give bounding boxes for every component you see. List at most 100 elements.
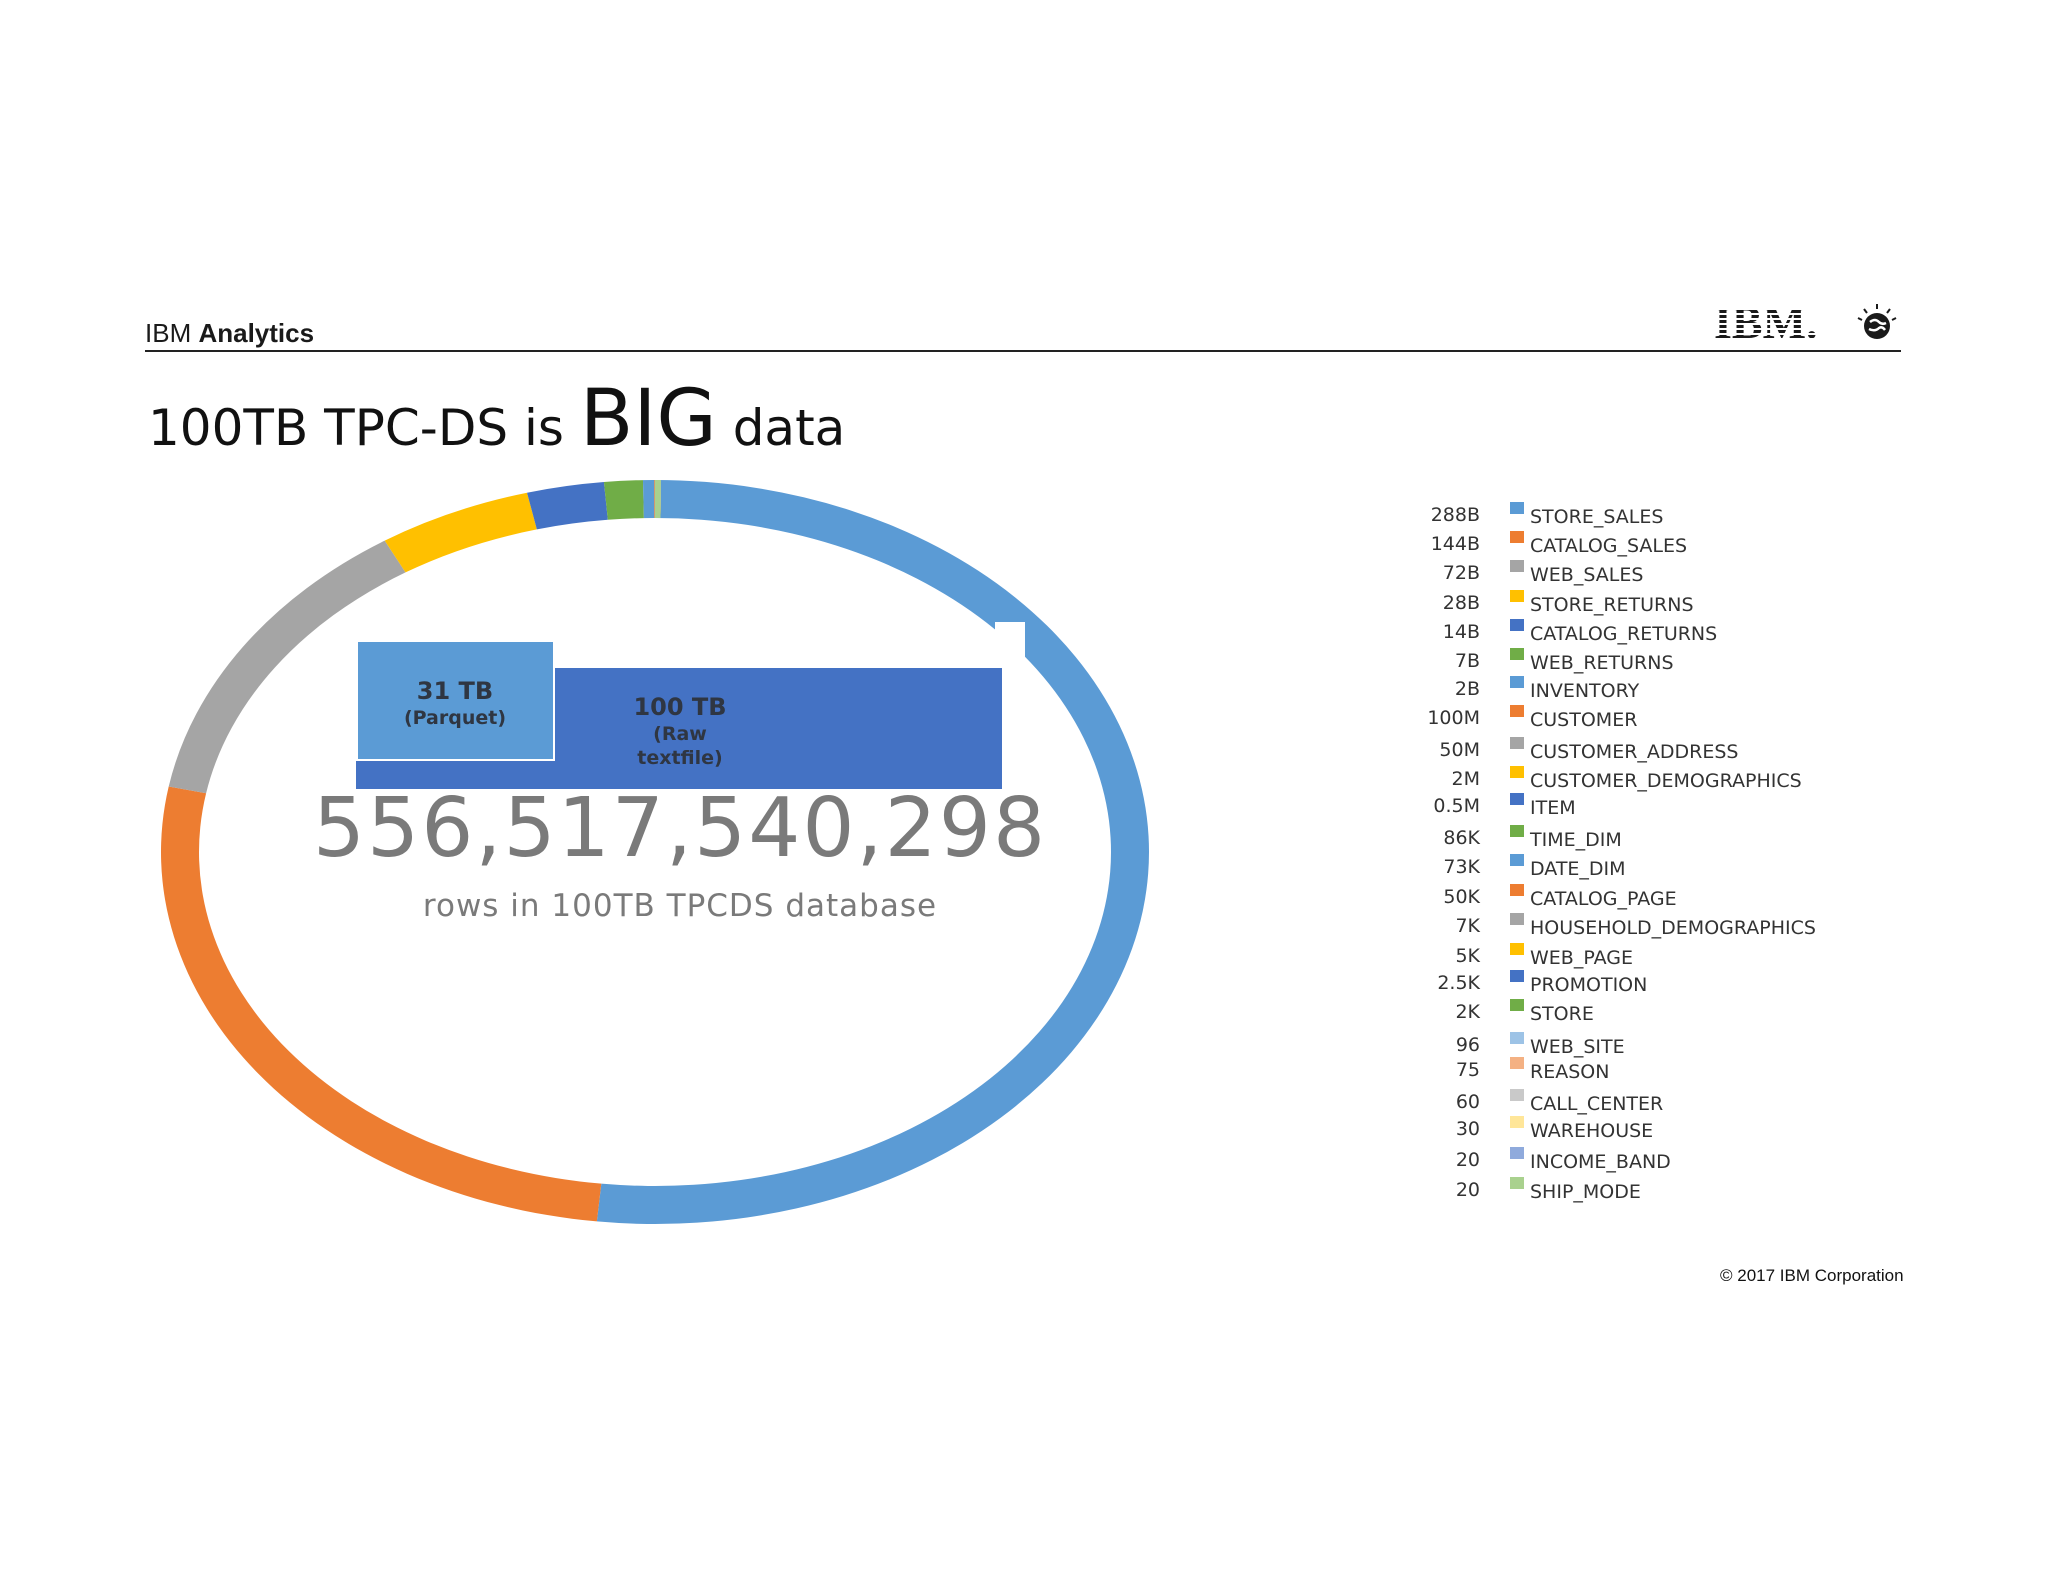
legend-table-name: REASON: [1530, 1061, 1610, 1083]
legend-table-name: WEB_PAGE: [1530, 947, 1633, 969]
legend-row-count: 73K: [1443, 856, 1480, 878]
row-count: 556,517,540,298: [312, 781, 1048, 876]
legend-item: 2K STORE: [1400, 997, 1920, 1025]
header-divider: [145, 350, 1901, 352]
legend-table-name: WAREHOUSE: [1530, 1120, 1654, 1142]
legend-row-count: 100M: [1427, 707, 1480, 729]
legend-row-count: 2M: [1451, 768, 1480, 790]
legend-table-name: WEB_SALES: [1530, 564, 1644, 586]
box-notch: [995, 622, 1025, 668]
legend-item: 60 CALL_CENTER: [1400, 1087, 1920, 1115]
legend-table-name: CUSTOMER_DEMOGRAPHICS: [1530, 770, 1802, 792]
header-brand: IBM Analytics: [145, 318, 314, 349]
legend-table-name: TIME_DIM: [1530, 829, 1622, 851]
legend-row-count: 96: [1455, 1034, 1480, 1056]
legend-item: 7K HOUSEHOLD_DEMOGRAPHICS: [1400, 911, 1920, 939]
legend-swatch: [1510, 737, 1524, 749]
legend-table-name: STORE_SALES: [1530, 506, 1664, 528]
brand-product: Analytics: [198, 318, 315, 348]
legend-row-count: 5K: [1455, 945, 1480, 967]
legend-swatch: [1510, 943, 1524, 955]
legend-row-count: 2B: [1454, 678, 1480, 700]
legend-item: 50K CATALOG_PAGE: [1400, 882, 1920, 910]
legend-row-count: 50K: [1443, 886, 1480, 908]
legend-item: 7B WEB_RETURNS: [1400, 646, 1920, 674]
legend-table-name: CUSTOMER: [1530, 709, 1638, 731]
legend-row-count: 75: [1455, 1059, 1480, 1081]
legend-item: 72B WEB_SALES: [1400, 558, 1920, 586]
legend-row-count: 7B: [1454, 650, 1480, 672]
donut-slice-catalog-sales: [161, 786, 602, 1222]
legend-row-count: 60: [1455, 1091, 1480, 1113]
legend-row-count: 86K: [1443, 827, 1480, 849]
legend-item: 5K WEB_PAGE: [1400, 941, 1920, 969]
legend-swatch: [1510, 590, 1524, 602]
legend-swatch: [1510, 705, 1524, 717]
legend-row-count: 288B: [1430, 504, 1480, 526]
legend-swatch: [1510, 619, 1524, 631]
globe-icon: [1857, 304, 1897, 339]
legend-table-name: CALL_CENTER: [1530, 1093, 1664, 1115]
legend-swatch: [1510, 913, 1524, 925]
legend-item: 86K TIME_DIM: [1400, 823, 1920, 851]
legend-swatch: [1510, 825, 1524, 837]
legend-item: 73K DATE_DIM: [1400, 852, 1920, 880]
legend-table-name: CATALOG_RETURNS: [1530, 623, 1718, 645]
legend-swatch: [1510, 793, 1524, 805]
legend-row-count: 20: [1455, 1149, 1480, 1171]
donut-slice-store-returns: [384, 492, 537, 573]
legend-row-count: 72B: [1442, 562, 1480, 584]
legend-swatch: [1510, 999, 1524, 1011]
brand-prefix: IBM: [145, 318, 192, 348]
legend-item: 20 SHIP_MODE: [1400, 1175, 1920, 1203]
legend-item: 288B STORE_SALES: [1400, 500, 1920, 528]
legend-table-name: CATALOG_SALES: [1530, 535, 1688, 557]
legend-item: 0.5M ITEM: [1400, 791, 1920, 819]
legend-swatch: [1510, 970, 1524, 982]
donut-slice-catalog-returns: [527, 481, 608, 530]
legend-item: 2.5K PROMOTION: [1400, 968, 1920, 996]
legend-swatch: [1510, 884, 1524, 896]
donut-slice-inventory: [642, 480, 655, 519]
title-suffix: data: [732, 399, 846, 457]
legend-swatch: [1510, 854, 1524, 866]
parquet-size-label: 31 TB (Parquet): [360, 676, 550, 730]
legend-item: 96 WEB_SITE: [1400, 1030, 1920, 1058]
legend-row-count: 144B: [1430, 533, 1480, 555]
legend-table-name: INCOME_BAND: [1530, 1151, 1671, 1173]
donut-slice-web-sales: [168, 540, 406, 794]
parquet-size: 31 TB: [416, 677, 494, 705]
legend-swatch: [1510, 1147, 1524, 1159]
legend-swatch: [1510, 1089, 1524, 1101]
legend-table-name: DATE_DIM: [1530, 858, 1626, 880]
legend-table-name: HOUSEHOLD_DEMOGRAPHICS: [1530, 917, 1816, 939]
legend-swatch: [1510, 676, 1524, 688]
legend-swatch: [1510, 531, 1524, 543]
legend-table-name: CATALOG_PAGE: [1530, 888, 1677, 910]
legend-table-name: PROMOTION: [1530, 974, 1648, 996]
legend-item: 20 INCOME_BAND: [1400, 1145, 1920, 1173]
legend-table-name: INVENTORY: [1530, 680, 1640, 702]
legend-table-name: STORE: [1530, 1003, 1594, 1025]
legend-item: 14B CATALOG_RETURNS: [1400, 617, 1920, 645]
parquet-size-box: [356, 640, 555, 761]
legend-item: 28B STORE_RETURNS: [1400, 588, 1920, 616]
legend-row-count: 20: [1455, 1179, 1480, 1201]
legend-row-count: 14B: [1442, 621, 1480, 643]
parquet-format: (Parquet): [403, 707, 507, 729]
donut-slice-web-returns: [603, 480, 644, 520]
legend-item: 144B CATALOG_SALES: [1400, 529, 1920, 557]
legend-table-name: STORE_RETURNS: [1530, 594, 1694, 616]
legend-item: 2B INVENTORY: [1400, 674, 1920, 702]
legend-item: 100M CUSTOMER: [1400, 703, 1920, 731]
legend-row-count: 28B: [1442, 592, 1480, 614]
raw-size-label: 100 TB (Raw textfile): [590, 692, 770, 770]
legend-table-name: WEB_RETURNS: [1530, 652, 1674, 674]
donut-slice-ship-mode: [655, 480, 661, 519]
slide-title: 100TB TPC-DS is BIG data: [148, 380, 845, 458]
legend-row-count: 2.5K: [1437, 972, 1480, 994]
legend-item: 50M CUSTOMER_ADDRESS: [1400, 735, 1920, 763]
logo-text: IBM.: [1714, 300, 1818, 346]
legend-swatch: [1510, 1032, 1524, 1044]
